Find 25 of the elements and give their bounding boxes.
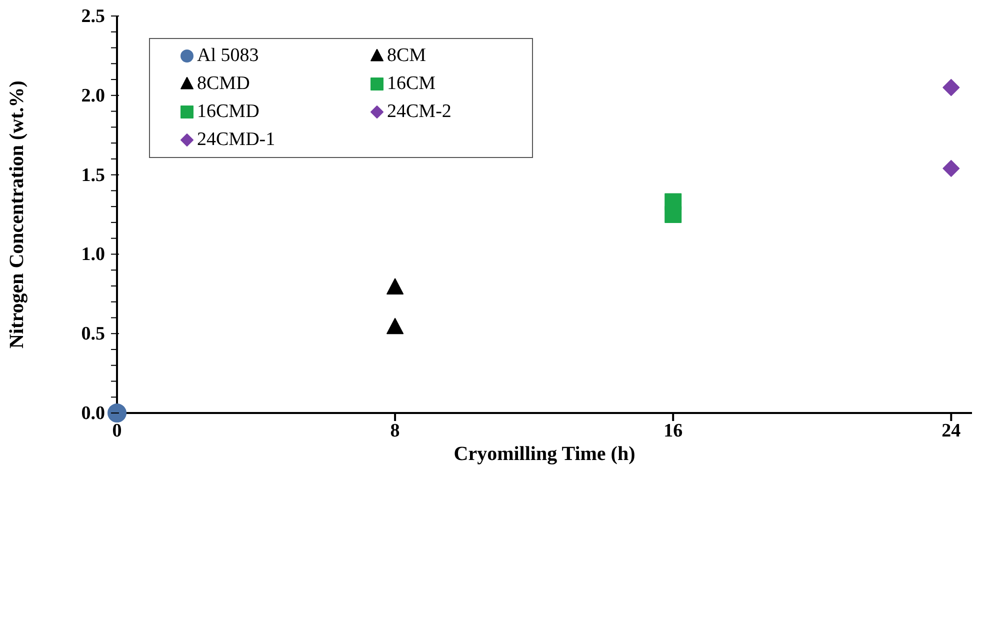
y-tick-label: 0.5 <box>81 324 105 345</box>
x-axis-title: Cryomilling Time (h) <box>454 443 636 465</box>
point <box>664 193 682 210</box>
point <box>386 318 404 334</box>
legend-label: 24CM-2 <box>387 101 452 123</box>
point <box>108 404 126 422</box>
x-tick-label: 24 <box>942 420 962 442</box>
y-tick-label: 2.5 <box>81 6 105 27</box>
y-tick-label: 1.5 <box>81 164 105 186</box>
legend-label: 24CMD-1 <box>197 129 276 151</box>
point <box>386 278 404 294</box>
y-tick-label: 1.0 <box>81 244 105 266</box>
y-tick-label: 2.0 <box>81 85 105 106</box>
point <box>942 160 960 177</box>
x-tick-label: 0 <box>112 420 122 442</box>
x-tick-label: 8 <box>390 420 400 442</box>
point <box>942 78 960 96</box>
x-tick-label: 16 <box>664 420 683 442</box>
y-tick-label: 0.0 <box>81 403 105 424</box>
legend-label: 16CM <box>387 73 436 95</box>
legend-label: 8CMD <box>197 73 250 95</box>
legend-label: Al 5083 <box>197 45 259 67</box>
legend-label: 8CM <box>387 45 426 67</box>
legend-label: 16CMD <box>197 101 260 123</box>
y-axis-title: Nitrogen Concentration (wt.%) <box>6 80 28 348</box>
